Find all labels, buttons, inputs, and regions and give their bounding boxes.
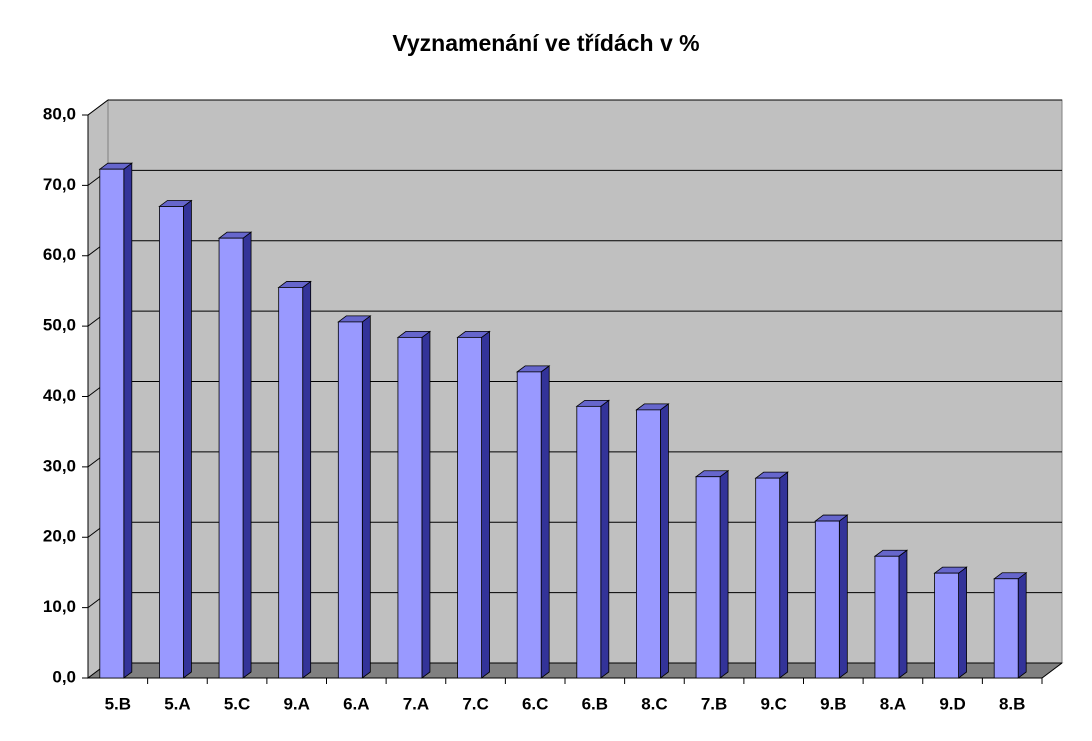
grid-line-side — [87, 99, 109, 116]
bar-side — [361, 315, 371, 679]
bar — [397, 336, 423, 679]
x-tick-label: 8.A — [880, 694, 906, 713]
bar-side — [183, 199, 192, 679]
bar — [695, 476, 721, 679]
x-tick-label: 6.B — [582, 694, 608, 713]
bar — [218, 237, 244, 679]
bar — [337, 321, 363, 679]
bar-side — [540, 365, 550, 679]
x-tick-label: 6.C — [522, 694, 548, 713]
bar — [934, 572, 959, 679]
bar — [576, 405, 602, 679]
y-tick-label: 20,0 — [43, 527, 76, 546]
bar — [516, 371, 542, 679]
bar-side — [302, 280, 312, 679]
x-tick-label: 7.C — [462, 694, 488, 713]
x-tick-label: 7.A — [403, 694, 429, 713]
y-tick-label: 50,0 — [43, 316, 76, 335]
y-tick-label: 60,0 — [43, 245, 76, 264]
x-tick-label: 8.B — [999, 694, 1025, 713]
y-tick-label: 40,0 — [43, 386, 76, 405]
bar-side — [898, 549, 908, 679]
bar — [457, 336, 482, 679]
x-tick-label: 5.A — [164, 694, 190, 713]
bar — [755, 477, 781, 679]
x-tick-label: 9.A — [283, 694, 309, 713]
bar-side — [958, 566, 967, 679]
x-axis-end — [1041, 662, 1063, 679]
chart-title: Vyznamenání ve třídách v % — [392, 30, 699, 56]
bar-side — [421, 330, 431, 679]
x-tick-label: 5.C — [224, 694, 250, 713]
bar-side — [481, 330, 490, 679]
x-tick-label: 7.B — [701, 694, 727, 713]
y-tick-label: 10,0 — [43, 597, 76, 616]
x-tick-label: 9.C — [760, 694, 786, 713]
bar-side — [660, 403, 669, 679]
bar-side — [600, 399, 610, 679]
x-tick-label: 9.D — [939, 694, 965, 713]
bar — [993, 578, 1019, 679]
bar — [874, 555, 900, 679]
bar — [814, 520, 840, 679]
bar — [278, 287, 304, 679]
y-tick-label: 70,0 — [43, 175, 76, 194]
bar-side — [1017, 571, 1027, 679]
bar — [99, 168, 125, 679]
x-tick-label: 6.A — [343, 694, 369, 713]
y-tick-label: 30,0 — [43, 456, 76, 475]
bar-side — [838, 514, 848, 679]
y-tick-label: 80,0 — [43, 104, 76, 123]
bar — [636, 409, 661, 679]
y-tick-label: 0,0 — [52, 667, 76, 686]
x-tick-label: 5.B — [105, 694, 131, 713]
bar-side — [242, 231, 252, 679]
x-tick-label: 9.B — [820, 694, 846, 713]
bar-side — [779, 471, 789, 679]
bar-side — [719, 469, 729, 679]
x-tick-label: 8.C — [641, 694, 667, 713]
bar-side — [123, 162, 133, 679]
bar — [159, 206, 184, 679]
